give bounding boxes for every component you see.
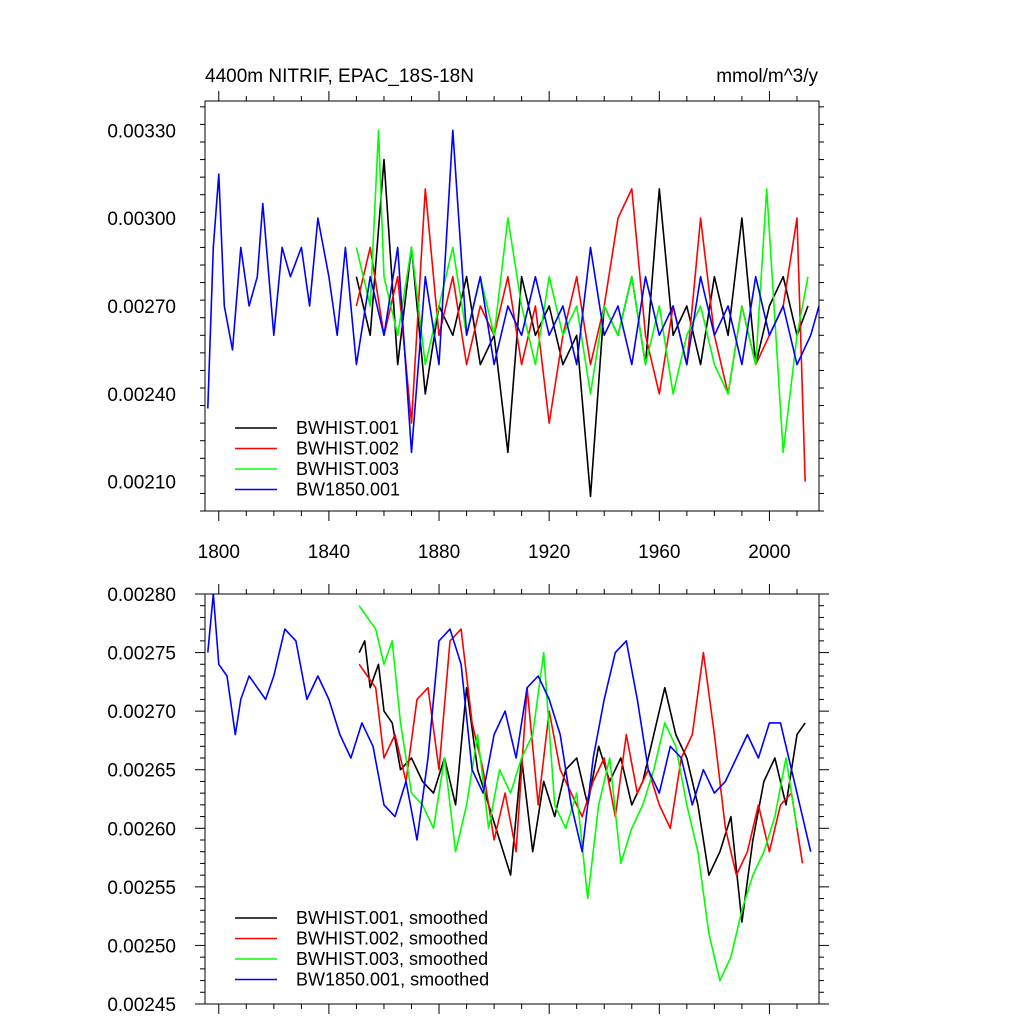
bottom-axis-ticks: 0.00245 0.00250 0.00255 0.00260 0.00265 0.002… — [107, 584, 829, 1016]
top-legend-label-0: BWHIST.001 — [296, 418, 399, 438]
bottom-ytick-label-5: 0.00270 — [107, 702, 176, 723]
top-xtick-label-1960: 1960 — [638, 542, 680, 563]
top-xtick-label-2000: 2000 — [748, 542, 790, 563]
top-plot-frame — [204, 100, 820, 512]
bottom-series-line-1 — [358, 628, 804, 876]
top-axis-ticks: 1800 1840 1880 1920 1960 2000 0.00210 0.00240 0.… — [107, 91, 824, 563]
top-ytick-label-1: 0.00240 — [107, 385, 176, 406]
bottom-legend-label-1: BWHIST.002, smoothed — [296, 929, 488, 949]
top-ytick-label-2: 0.00270 — [107, 297, 176, 318]
top-series-lines — [207, 129, 819, 498]
top-ytick-label-4: 0.00330 — [107, 121, 176, 142]
bottom-ytick-label-7: 0.00280 — [107, 585, 176, 606]
bottom-legend-label-0: BWHIST.001, smoothed — [296, 908, 488, 928]
bottom-series-line-0 — [358, 640, 806, 923]
top-ytick-label-0: 0.00210 — [107, 473, 176, 494]
bottom-ytick-label-4: 0.00265 — [107, 761, 176, 782]
top-legend-label-2: BWHIST.003 — [296, 459, 399, 479]
top-xtick-label-1800: 1800 — [198, 542, 240, 563]
bottom-ytick-label-3: 0.00260 — [107, 819, 176, 840]
bottom-ytick-label-2: 0.00255 — [107, 878, 176, 899]
top-series-line-0 — [355, 158, 809, 498]
top-series-line-3 — [207, 129, 819, 454]
bottom-ytick-label-6: 0.00275 — [107, 644, 176, 665]
bottom-legend-label-3: BW1850.001, smoothed — [296, 970, 489, 990]
bottom-panel: 0.00245 0.00250 0.00255 0.00260 0.00265 0.002… — [107, 584, 829, 1016]
bottom-ytick-label-0: 0.00245 — [107, 995, 176, 1016]
top-xtick-label-1920: 1920 — [528, 542, 570, 563]
top-xtick-label-1840: 1840 — [308, 542, 350, 563]
bottom-legend-label-2: BWHIST.003, smoothed — [296, 949, 488, 969]
bottom-plot-frame — [204, 593, 820, 1005]
top-panel: 4400m NITRIF, EPAC_18S-18N mmol/m^3/y 18… — [107, 66, 824, 563]
top-xtick-label-1880: 1880 — [418, 542, 460, 563]
top-legend-label-1: BWHIST.002 — [296, 439, 399, 459]
top-legend-label-3: BW1850.001 — [296, 480, 400, 500]
bottom-series-lines — [207, 594, 812, 982]
top-ytick-label-3: 0.00300 — [107, 209, 176, 230]
top-title-left: 4400m NITRIF, EPAC_18S-18N — [205, 66, 474, 87]
bottom-ytick-label-1: 0.00250 — [107, 936, 176, 957]
top-title-right: mmol/m^3/y — [716, 66, 818, 87]
bottom-series-line-2 — [358, 605, 798, 982]
bottom-series-line-3 — [207, 594, 812, 853]
